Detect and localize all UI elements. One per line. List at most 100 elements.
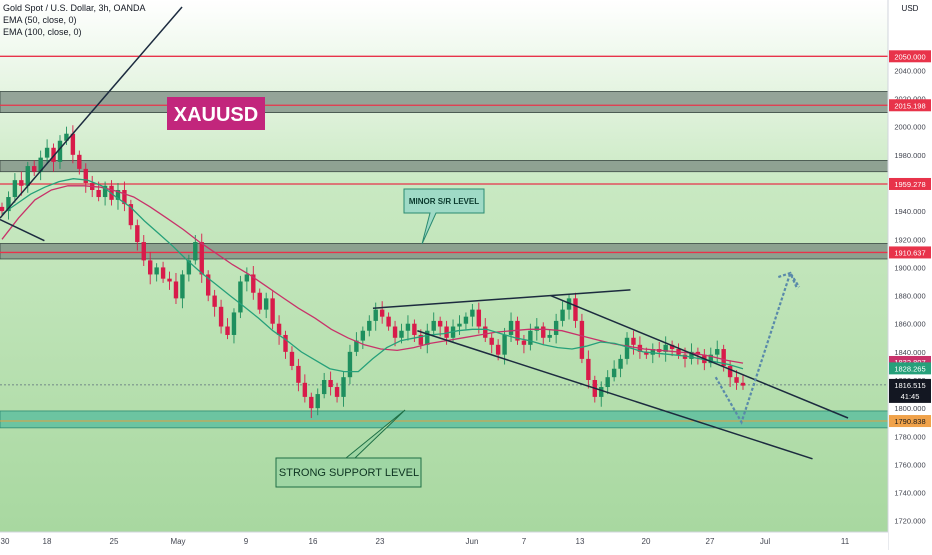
candle-body: [51, 147, 56, 162]
ema50-legend[interactable]: EMA (50, close, 0): [3, 15, 77, 25]
support-price-text: 1790.838: [894, 417, 925, 426]
candle-body: [141, 242, 146, 261]
candle-body: [283, 334, 288, 352]
candle-body: [689, 351, 694, 359]
candle-body: [135, 225, 140, 243]
candle-body: [495, 344, 501, 355]
candle-body: [392, 326, 398, 338]
y-tick-label: 1860.000: [894, 320, 925, 329]
candle-body: [38, 157, 43, 172]
candle-body: [721, 349, 726, 366]
candle-body: [6, 197, 11, 212]
candle-body: [618, 358, 623, 369]
candle-body: [734, 377, 739, 383]
candle-body: [528, 330, 533, 345]
candle-body: [669, 344, 675, 350]
candle-body: [489, 337, 494, 345]
candle-body: [32, 166, 37, 172]
candle-body: [740, 382, 746, 386]
strong-support-label: STRONG SUPPORT LEVEL: [279, 467, 419, 479]
candle-body: [334, 387, 340, 397]
rising-channel-line: [0, 6, 183, 219]
candle-body: [579, 320, 585, 359]
candle-body: [586, 358, 591, 380]
candle-body: [483, 326, 488, 338]
x-tick-label: 25: [110, 537, 119, 546]
candle-body: [0, 206, 5, 212]
level-price-tag: [889, 246, 931, 259]
y-tick-label: 1940.000: [894, 207, 925, 216]
candle-body: [437, 320, 443, 327]
candle-body: [476, 309, 482, 327]
background-layer: [0, 0, 888, 532]
candle-body: [115, 190, 121, 200]
candle-body: [373, 309, 378, 321]
support-zone: [0, 410, 889, 429]
descending-resistance-line: [550, 294, 849, 419]
candle-body: [231, 312, 237, 335]
x-tick-label: Jul: [760, 537, 770, 546]
candle-body: [251, 274, 256, 293]
candle-body: [695, 351, 701, 355]
y-tick-label: 1740.000: [894, 489, 925, 498]
candle-body: [212, 295, 217, 307]
y-tick-label: 1900.000: [894, 263, 925, 272]
x-tick-label: 9: [244, 537, 249, 546]
candle-body: [470, 309, 475, 317]
candle-body: [83, 168, 88, 183]
trendlines-layer: [0, 6, 849, 460]
ema50-price-text: 1828.265: [894, 364, 925, 373]
early-support-line: [0, 218, 45, 242]
candle-body: [44, 147, 50, 158]
ema50-price-tag: [889, 362, 931, 375]
strong-support-callout: [275, 409, 422, 488]
candle-body: [148, 260, 153, 275]
projection-path: [714, 270, 801, 425]
candle-body: [553, 320, 559, 335]
candle-body: [425, 330, 430, 345]
y-tick-label: 2040.000: [894, 66, 925, 75]
candle-body: [19, 180, 24, 186]
x-tick-label: 27: [706, 537, 715, 546]
candle-body: [70, 133, 76, 155]
resistance-zone: [0, 91, 889, 113]
y-tick-label: 1840.000: [894, 348, 925, 357]
candle-body: [154, 267, 159, 275]
candle-body: [315, 394, 320, 409]
y-tick-label: 1780.000: [894, 432, 925, 441]
candle-body: [57, 140, 63, 162]
minor-level-callout: [403, 188, 485, 245]
price-axis-bg: [888, 0, 932, 550]
candle-body: [341, 377, 346, 397]
candle-body: [193, 242, 198, 261]
candle-body: [180, 274, 185, 299]
candle-body: [186, 260, 192, 275]
candle-body: [64, 133, 69, 141]
candle-body: [296, 365, 301, 383]
candle-body: [566, 298, 572, 310]
symbol-label: XAUUSD: [174, 104, 258, 126]
candle-body: [367, 320, 372, 331]
candle-body: [25, 166, 30, 186]
last-price-tag: [889, 378, 931, 403]
candle-body: [122, 190, 127, 205]
candle-body: [573, 298, 578, 321]
upper-flag-line: [372, 289, 631, 309]
candle-body: [102, 185, 108, 198]
candle-body: [727, 365, 733, 378]
ema100-legend[interactable]: EMA (100, close, 0): [3, 27, 82, 37]
candle-body: [257, 292, 262, 310]
candle-body: [128, 204, 134, 226]
candle-body: [347, 351, 353, 378]
support-price-tag: [889, 415, 931, 428]
symbol-title[interactable]: Gold Spot / U.S. Dollar, 3h, OANDA: [3, 3, 146, 13]
candle-body: [263, 298, 269, 310]
candle-body: [379, 309, 385, 317]
x-tick-label: 30: [1, 537, 10, 546]
candle-body: [663, 344, 668, 352]
candle-body: [412, 323, 417, 335]
candle-body: [508, 320, 514, 335]
